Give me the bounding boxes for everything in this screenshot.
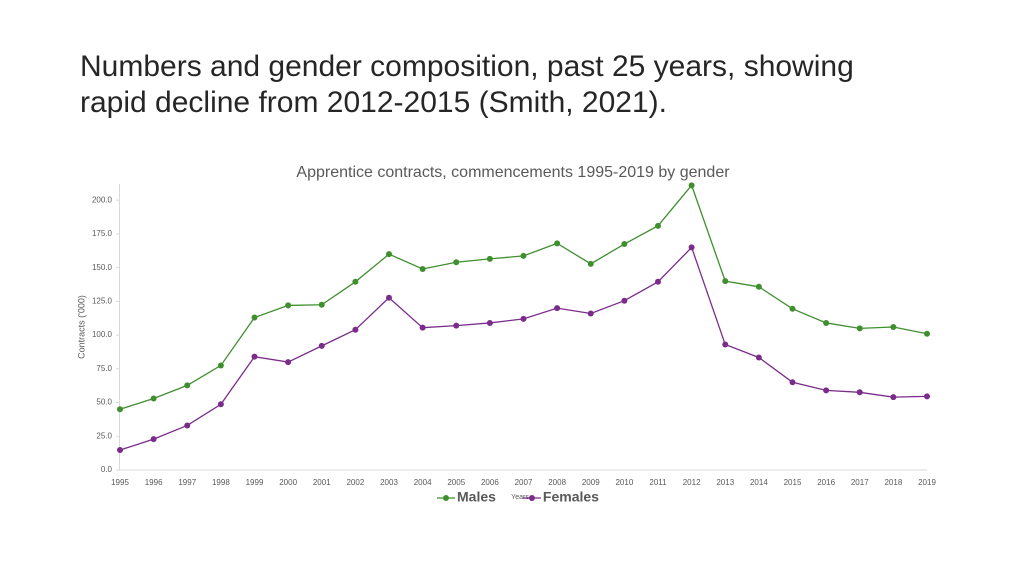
data-point [386,251,392,258]
legend-label: Males [457,489,496,505]
x-tick-label: 2015 [784,478,802,487]
y-tick-label: 0.0 [101,465,113,474]
data-point [251,353,258,360]
x-tick-label: 2001 [313,478,331,487]
data-point [520,252,527,259]
slide-title: Numbers and gender composition, past 25 … [80,50,854,83]
y-tick-label: 25.0 [96,431,112,440]
x-tick-label: 2006 [481,478,499,487]
data-point [486,319,493,326]
legend-marker [443,495,449,501]
data-point [554,240,561,247]
x-tick-label: 2004 [414,478,432,487]
y-tick-label: 50.0 [96,398,112,407]
data-point [621,297,628,304]
data-point [318,301,325,308]
x-tick-label: 2002 [346,478,364,487]
data-point [755,283,762,290]
data-point [117,447,123,454]
data-point [722,341,729,348]
data-point [655,278,661,285]
x-tick-label: 1997 [178,478,196,487]
chart-title: Apprentice contracts, commencements 1995… [296,164,730,181]
x-tick-label: 2007 [515,478,533,487]
data-point [117,406,123,413]
x-axis-label: Years [511,494,529,501]
y-axis-label: Contracts ('000) [76,295,86,359]
data-point [823,319,830,326]
legend-marker [528,495,535,501]
x-tick-label: 2011 [649,478,667,487]
data-point [217,362,224,369]
x-tick-label: 1996 [145,478,163,487]
data-point [285,302,292,309]
x-tick-label: 2014 [750,478,768,487]
y-tick-label: 200.0 [92,195,113,204]
y-tick-label: 150.0 [92,263,113,272]
data-point [856,325,863,332]
data-point [924,330,930,337]
legend-label: Females [543,489,599,505]
data-point [924,393,930,400]
data-point [688,244,695,251]
x-tick-label: 2003 [380,478,398,487]
data-point [453,259,460,266]
data-point [587,260,594,267]
data-point [587,310,594,317]
data-point [251,314,258,321]
data-point [486,255,493,262]
x-tick-label: 2010 [615,478,633,487]
x-tick-label: 2012 [683,478,701,487]
data-point [352,326,359,333]
data-point [722,278,729,285]
data-point [419,265,426,272]
data-point [184,422,191,429]
data-point [823,387,830,394]
x-tick-label: 2000 [279,478,297,487]
x-tick-label: 2017 [851,478,869,487]
series-line [119,246,928,451]
data-point [150,436,157,443]
data-point [755,354,762,361]
data-point [890,324,897,330]
x-tick-label: 2009 [582,478,600,487]
y-tick-label: 125.0 [92,296,113,305]
data-point [554,305,561,312]
data-point [856,389,863,396]
data-point [285,359,292,366]
data-point [621,241,628,248]
x-tick-label: 1998 [212,478,230,487]
data-point [419,324,426,331]
slide-title: rapid decline from 2012-2015 (Smith, 202… [80,86,667,119]
data-point [520,315,527,322]
data-point [453,322,460,329]
data-point [318,342,325,349]
x-tick-label: 2013 [716,478,734,487]
data-point [890,394,897,401]
data-point [789,379,796,386]
y-tick-label: 175.0 [92,229,113,238]
x-tick-label: 1999 [246,478,264,487]
data-point [789,305,796,312]
x-tick-label: 2019 [918,478,936,487]
data-point [688,182,695,189]
x-tick-label: 2018 [884,478,902,487]
x-tick-label: 2016 [817,478,835,487]
x-tick-label: 2008 [548,478,566,487]
data-point [184,382,191,389]
x-tick-label: 1995 [111,478,129,487]
y-tick-label: 100.0 [92,330,113,339]
data-point [386,294,392,301]
data-point [655,222,661,229]
y-tick-label: 75.0 [96,364,112,373]
x-tick-label: 2005 [447,478,465,487]
data-point [217,401,224,408]
data-point [352,278,359,285]
data-point [150,395,157,402]
